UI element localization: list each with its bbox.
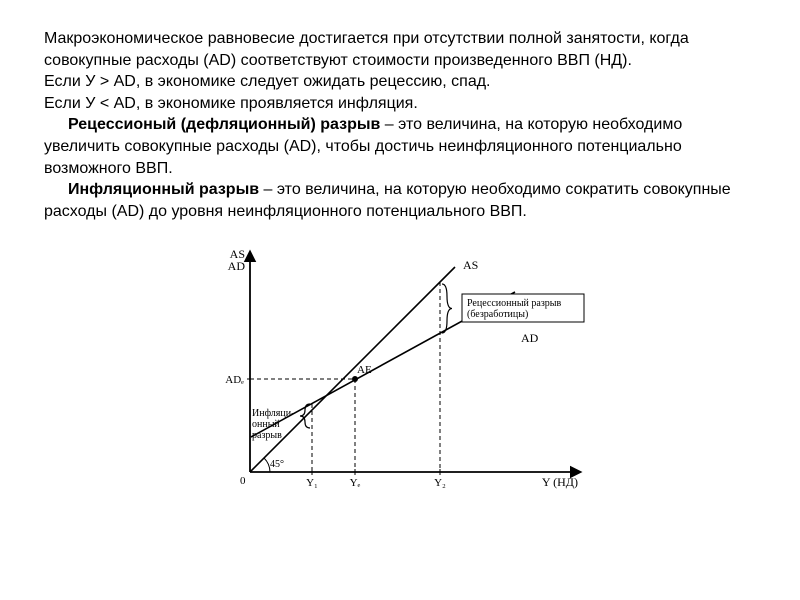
ae-label: AE (357, 364, 372, 376)
recession-label-1: Рецессионный разрыв (467, 298, 562, 309)
origin-label: 0 (240, 475, 246, 487)
brace-recession (442, 284, 452, 333)
term-inflation-gap: Инфляционный разрыв (68, 181, 259, 198)
angle-label: 45° (270, 459, 284, 470)
paragraph-5: Инфляционный разрыв – это величина, на к… (44, 179, 756, 222)
paragraph-1: Макроэкономическое равновесие достигаетс… (44, 28, 756, 71)
as-line (250, 267, 455, 472)
ae-point (352, 376, 358, 382)
keynesian-cross-chart: Рецессионный разрыв(безработицы) Инфляци-… (185, 232, 615, 512)
inflation-label-1: Инфляци- (252, 408, 294, 419)
x-axis-label: Y (НД) (542, 475, 578, 489)
y2-label: Y₂ (434, 477, 446, 489)
ad-line-label: AD (521, 331, 539, 345)
y1-label: Y₁ (306, 477, 318, 489)
paragraph-2: Если У > AD, в экономике следует ожидать… (44, 71, 756, 93)
paragraph-4: Рецессионый (дефляционный) разрыв – это … (44, 114, 756, 179)
term-recession-gap: Рецессионый (дефляционный) разрыв (68, 116, 380, 133)
ye-label: Yₑ (350, 477, 361, 489)
y-axis-label-ad: AD (228, 259, 246, 273)
inflation-label-2: онный (252, 419, 280, 430)
inflation-label-3: разрыв (252, 430, 282, 441)
as-line-label: AS (463, 258, 478, 272)
recession-label-2: (безработицы) (467, 309, 528, 320)
paragraph-3: Если У < AD, в экономике проявляется инф… (44, 93, 756, 115)
ade-label: ADₑ (225, 374, 244, 386)
